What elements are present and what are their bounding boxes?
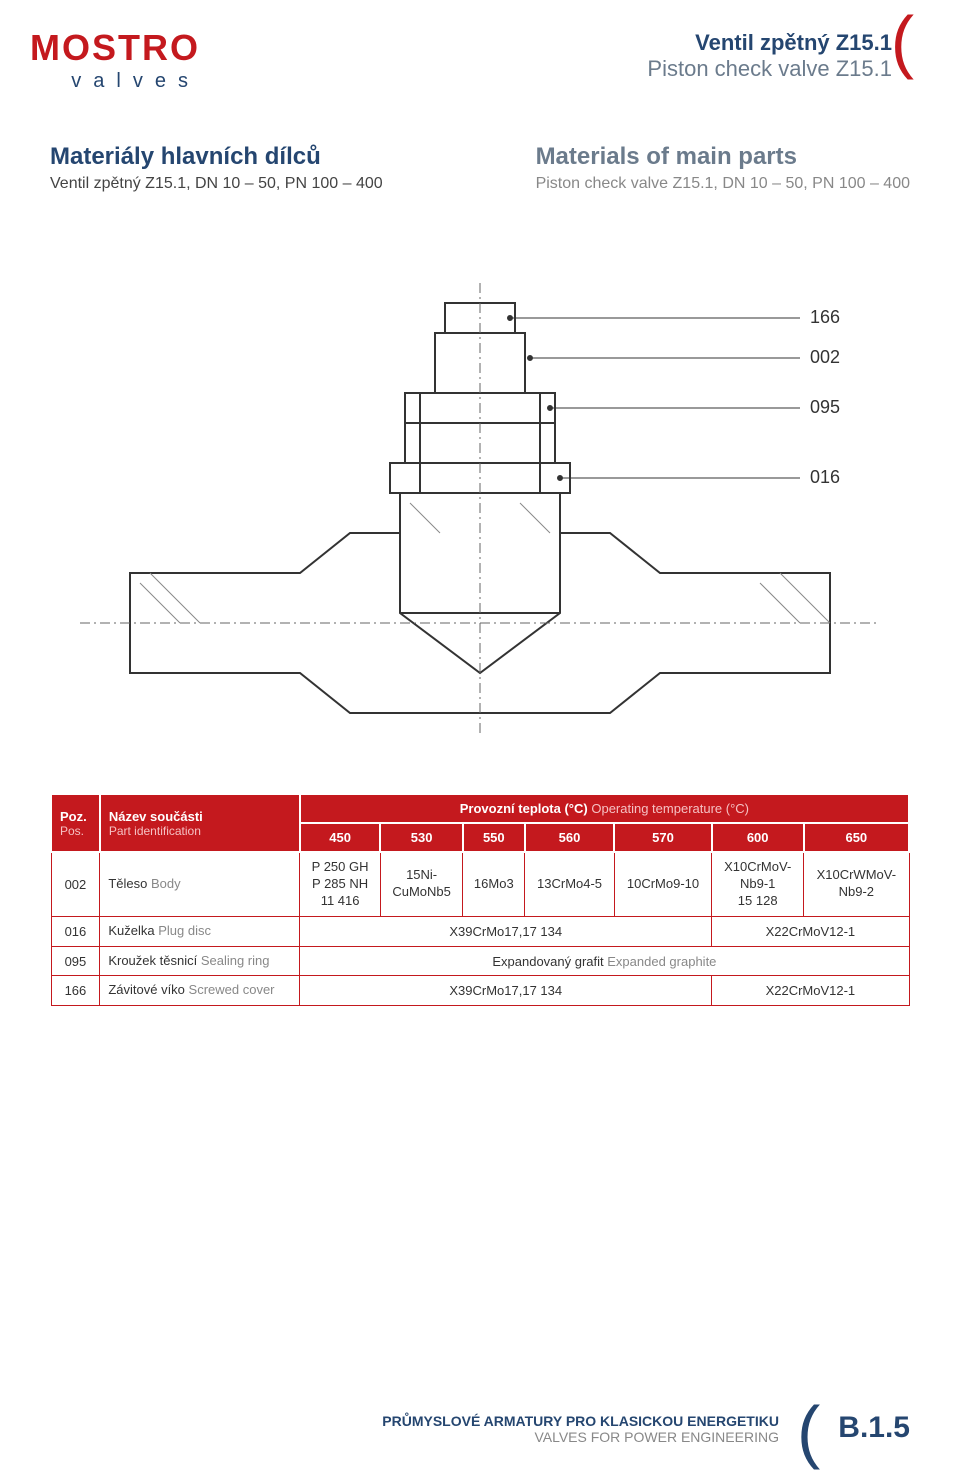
footer-page: B.1.5 (838, 1411, 910, 1445)
cell-pos: 016 (51, 916, 100, 946)
cell-pos: 166 (51, 976, 100, 1006)
title-bracket-icon: ( (891, 24, 914, 59)
th-temp: Provozní teplota (°C) Operating temperat… (300, 794, 909, 823)
cell-material-merged: X22CrMoV12-1 (712, 976, 909, 1006)
th-name: Název součásti Part identification (100, 794, 300, 852)
table-row: 166Závitové víko Screwed coverX39CrMo17,… (51, 976, 909, 1006)
cell-material: 13CrMo4-5 (525, 852, 615, 916)
footer-text: PRŮMYSLOVÉ ARMATURY PRO KLASICKOU ENERGE… (382, 1413, 779, 1445)
table-row: 002Těleso BodyP 250 GHP 285 NH11 41615Ni… (51, 852, 909, 916)
subheading-left-heading: Materiály hlavních dílců (50, 143, 383, 171)
th-temp-6: 650 (804, 823, 909, 852)
cell-material-merged: X39CrMo17,17 134 (300, 976, 712, 1006)
cell-material: P 250 GHP 285 NH11 416 (300, 852, 381, 916)
cell-material: 16Mo3 (463, 852, 525, 916)
cell-pos: 095 (51, 946, 100, 976)
table-row: 016Kuželka Plug discX39CrMo17,17 134X22C… (51, 916, 909, 946)
cell-name: Kuželka Plug disc (100, 916, 300, 946)
th-temp-4: 570 (614, 823, 711, 852)
th-pos: Poz. Pos. (51, 794, 100, 852)
cell-material: X10CrWMoV-Nb9-2 (804, 852, 909, 916)
valve-diagram: 166 002 095 016 (40, 243, 920, 763)
subheading-right-sub: Piston check valve Z15.1, DN 10 – 50, PN… (536, 175, 910, 193)
doc-title: ( Ventil zpětný Z15.1 Piston check valve… (647, 30, 910, 82)
cell-name: Závitové víko Screwed cover (100, 976, 300, 1006)
footer: PRŮMYSLOVÉ ARMATURY PRO KLASICKOU ENERGE… (382, 1411, 910, 1445)
valve-drawing-svg: 166 002 095 016 (40, 243, 920, 763)
th-temp-1: 530 (380, 823, 462, 852)
doc-title-line2: Piston check valve Z15.1 (647, 56, 892, 82)
materials-table: Poz. Pos. Název součásti Part identifica… (50, 793, 910, 1006)
diagram-label-002: 002 (810, 347, 840, 367)
logo-line2: valves (71, 70, 200, 93)
th-temp-2: 550 (463, 823, 525, 852)
cell-name: Kroužek těsnicí Sealing ring (100, 946, 300, 976)
footer-line1: PRŮMYSLOVÉ ARMATURY PRO KLASICKOU ENERGE… (382, 1413, 779, 1429)
header: MOSTRO valves ( Ventil zpětný Z15.1 Pist… (0, 0, 960, 103)
cell-material: X10CrMoV-Nb9-115 128 (712, 852, 804, 916)
th-temp-5: 600 (712, 823, 804, 852)
materials-table-wrap: Poz. Pos. Název součásti Part identifica… (50, 793, 910, 1006)
subheading-right-heading: Materials of main parts (536, 143, 910, 171)
subheading-right: Materials of main parts Piston check val… (536, 143, 910, 193)
th-temp-0: 450 (300, 823, 381, 852)
cell-material: 10CrMo9-10 (614, 852, 711, 916)
subheading-left: Materiály hlavních dílců Ventil zpětný Z… (50, 143, 383, 193)
diagram-label-016: 016 (810, 467, 840, 487)
cell-material-merged: X39CrMo17,17 134 (300, 916, 712, 946)
diagram-label-166: 166 (810, 307, 840, 327)
footer-line2: VALVES FOR POWER ENGINEERING (382, 1429, 779, 1445)
subheading-row: Materiály hlavních dílců Ventil zpětný Z… (0, 103, 960, 203)
doc-title-line1: Ventil zpětný Z15.1 (647, 30, 892, 56)
subheading-left-sub: Ventil zpětný Z15.1, DN 10 – 50, PN 100 … (50, 175, 383, 193)
diagram-label-095: 095 (810, 397, 840, 417)
cell-material-merged: Expandovaný grafit Expanded graphite (300, 946, 909, 976)
materials-tbody: 002Těleso BodyP 250 GHP 285 NH11 41615Ni… (51, 852, 909, 1006)
logo: MOSTRO valves (30, 30, 200, 93)
cell-name: Těleso Body (100, 852, 300, 916)
th-temp-3: 560 (525, 823, 615, 852)
cell-material-merged: X22CrMoV12-1 (712, 916, 909, 946)
logo-line1: MOSTRO (30, 30, 200, 66)
cell-material: 15Ni-CuMoNb5 (380, 852, 462, 916)
table-row: 095Kroužek těsnicí Sealing ringExpandova… (51, 946, 909, 976)
cell-pos: 002 (51, 852, 100, 916)
footer-bracket-icon: ( (797, 1417, 820, 1445)
